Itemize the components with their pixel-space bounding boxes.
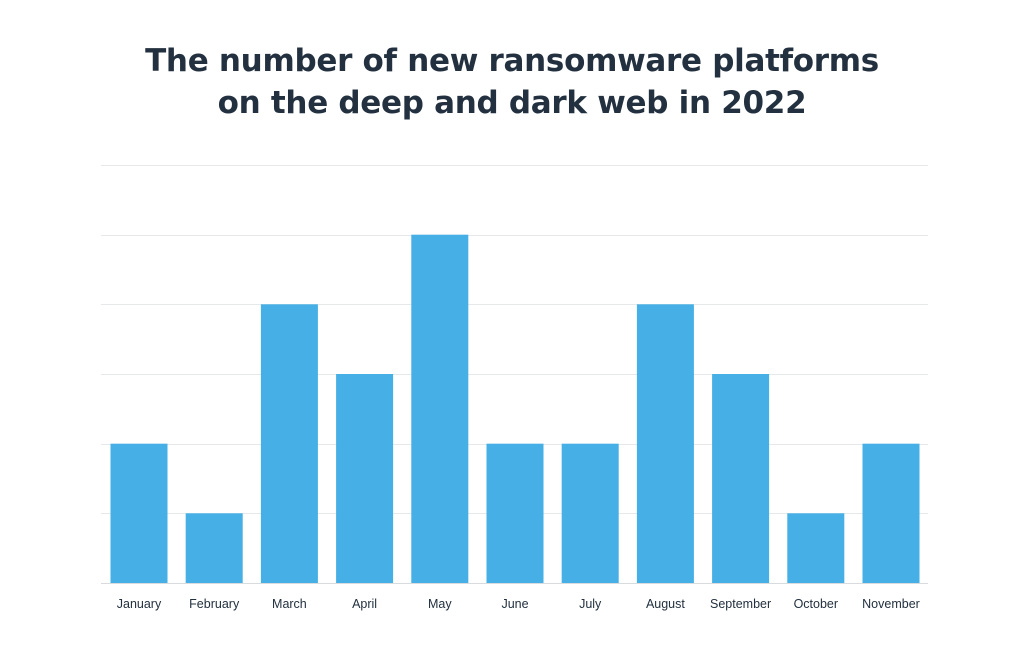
bar-october xyxy=(787,513,845,583)
x-axis-labels: January February March April May June July Augu… xyxy=(117,597,920,611)
bar-may xyxy=(411,234,469,583)
bar-january xyxy=(110,443,168,583)
bar-june xyxy=(486,443,544,583)
x-tick-label-november: November xyxy=(862,597,920,611)
x-tick-label-april: April xyxy=(352,597,377,611)
bar-april xyxy=(336,374,394,583)
bar-july xyxy=(561,443,619,583)
bar-august xyxy=(636,304,694,583)
x-tick-label-january: January xyxy=(117,597,162,611)
bar-september xyxy=(712,374,770,583)
x-tick-label-october: October xyxy=(794,597,838,611)
x-tick-label-september: September xyxy=(710,597,771,611)
x-tick-label-february: February xyxy=(189,597,240,611)
chart-title-line-1: The number of new ransomware platforms xyxy=(145,43,879,79)
bar-march xyxy=(260,304,318,583)
x-tick-label-june: June xyxy=(501,597,528,611)
bar-layer xyxy=(110,234,920,583)
x-tick-label-august: August xyxy=(646,597,685,611)
bar-november xyxy=(862,443,920,583)
chart-title-line-2: on the deep and dark web in 2022 xyxy=(217,85,807,121)
x-tick-label-may: May xyxy=(428,597,452,611)
chart-title: The number of new ransomware platforms o… xyxy=(0,40,1024,124)
x-tick-label-july: July xyxy=(579,597,602,611)
x-tick-label-march: March xyxy=(272,597,307,611)
bar-february xyxy=(185,513,243,583)
